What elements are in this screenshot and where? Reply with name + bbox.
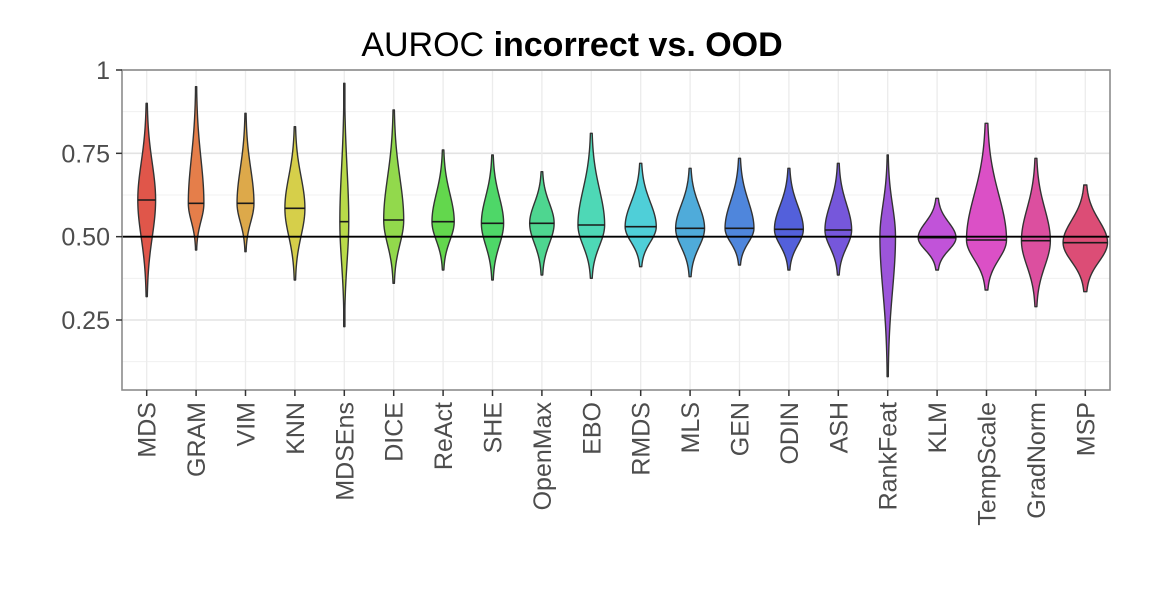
x-tick-label: KNN xyxy=(282,402,310,455)
x-tick-label: SHE xyxy=(480,402,508,453)
x-tick-label: OpenMax xyxy=(529,402,557,511)
x-tick-label: VIM xyxy=(233,402,261,446)
x-tick-label: MDSEns xyxy=(331,402,359,501)
x-tick-label: GradNorm xyxy=(1023,402,1051,519)
y-tick-label: 0.25 xyxy=(61,307,110,335)
x-tick-label: MDS xyxy=(134,402,162,458)
x-tick-label: MSP xyxy=(1072,402,1100,456)
x-tick-label: TempScale xyxy=(974,402,1002,526)
x-tick-label: MLS xyxy=(677,402,705,453)
y-tick-label: 0.50 xyxy=(61,224,110,252)
x-tick-label: RankFeat xyxy=(875,402,903,510)
violin-she xyxy=(480,154,505,281)
violin-gram xyxy=(187,85,205,251)
grid-layer xyxy=(122,69,1110,390)
y-tick-label: 1 xyxy=(96,57,110,85)
chart-title: AUROC incorrect vs. OOD xyxy=(361,26,782,64)
violin-gradnorm xyxy=(1020,157,1052,308)
violin-react xyxy=(431,149,455,271)
x-tick-label: RMDS xyxy=(628,402,656,476)
violin-layer xyxy=(137,82,1109,378)
x-tick-label: ODIN xyxy=(776,402,804,465)
x-tick-label: ReAct xyxy=(430,402,458,470)
violin-dice xyxy=(383,109,405,285)
violin-rankfeat xyxy=(879,154,897,378)
violin-knn xyxy=(284,125,306,281)
violin-ebo xyxy=(577,132,606,280)
x-tick-label: GEN xyxy=(727,402,755,456)
x-tick-label: ASH xyxy=(825,402,853,453)
x-tick-label: KLM xyxy=(924,402,952,453)
violin-mls xyxy=(674,167,706,278)
chart-title-bold: incorrect vs. OOD xyxy=(494,26,783,64)
violin-mdsens xyxy=(339,82,350,328)
violin-vim xyxy=(236,112,255,253)
axis-layer: 0.25 0.50 0.75 1 MDS GRAM VIM KNN MDSEns DICE ReAc… xyxy=(61,57,1100,526)
violin-msp xyxy=(1062,184,1109,293)
plot-background xyxy=(122,70,1110,390)
x-tick-label: GRAM xyxy=(183,402,211,477)
x-tick-label: DICE xyxy=(381,402,409,462)
x-tick-label: EBO xyxy=(578,402,606,455)
violin-rmds xyxy=(624,162,657,268)
violin-klm xyxy=(917,197,957,271)
y-tick-label: 0.75 xyxy=(61,140,110,168)
plot-border xyxy=(121,69,1111,391)
chart-title-regular: AUROC xyxy=(361,26,493,64)
